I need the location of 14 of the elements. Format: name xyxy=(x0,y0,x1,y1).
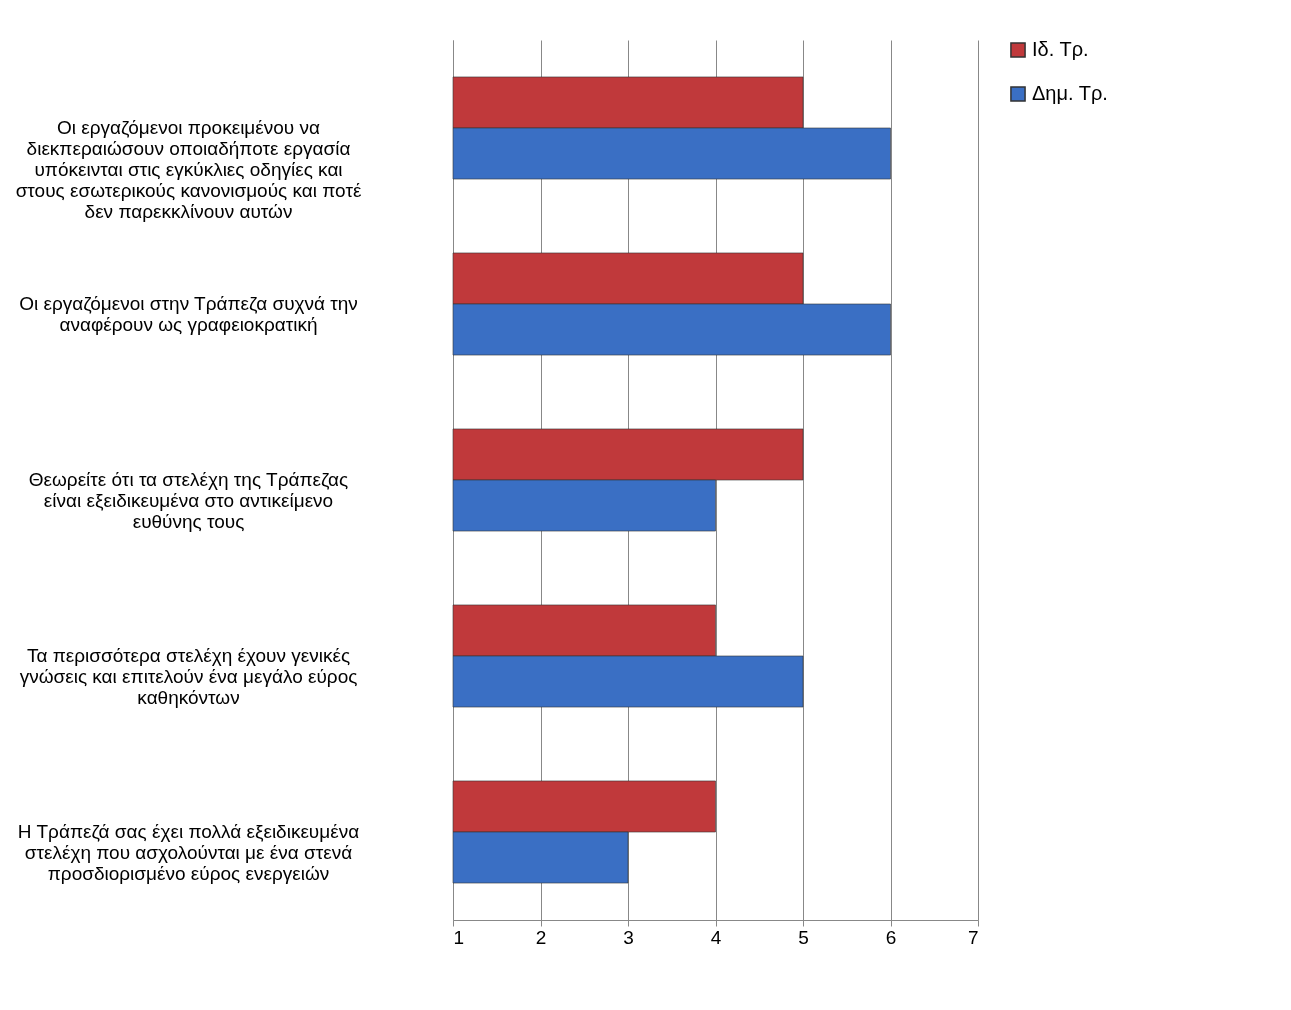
x-tick-label: 1 xyxy=(453,926,465,948)
x-tick-label: 5 xyxy=(798,926,809,948)
y-tick-label: Τα περισσότερα στελέχη έχουν γενικές γνώσεις και επιτελούν ένα μεγάλο εύρος καθηκόντων xyxy=(19,645,358,708)
y-tick-label: Θεωρείτε ότι τα στελέχη της Τράπεζας είναι εξειδικευμένα στο αντικείμενο ευθύνης τους xyxy=(28,469,349,532)
y-tick-label: Οι εργαζόμενοι στην Τράπεζα συχνά την αναφέρουν ως γραφειοκρατική xyxy=(19,293,358,335)
x-tick-label: 6 xyxy=(885,926,897,948)
legend-label: Δημ. Τρ. xyxy=(1032,82,1108,104)
x-tick-label: 2 xyxy=(535,926,547,948)
legend-label: Ιδ. Τρ. xyxy=(1032,38,1089,60)
x-tick-label: 3 xyxy=(623,926,634,948)
x-tick-label: 4 xyxy=(710,926,722,948)
y-tick-label: Οι εργαζόμενοι προκειμένου να διεκπεραιώσουν οποιαδήποτε εργασία υπόκεινται στις εγκύκλιες οδηγίες και στους εσωτερικούς κανονισμούς και ποτέ δεν παρεκκλίνουν αυτών xyxy=(15,117,362,222)
x-tick-label: 7 xyxy=(967,926,979,948)
y-tick-label: Η Τράπεζά σας έχει πολλά εξειδικευμένα στελέχη που ασχολούνται με ένα στενά προσδιορισμένο εύρος ενεργειών xyxy=(17,821,360,884)
